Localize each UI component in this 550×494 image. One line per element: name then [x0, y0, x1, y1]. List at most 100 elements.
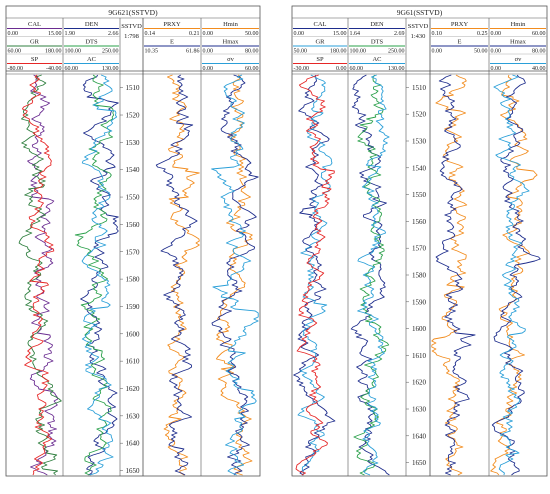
- panel-frame: [291, 5, 548, 477]
- curve-name: SP: [316, 56, 324, 63]
- curve-scale-max: 250.00: [102, 49, 119, 55]
- depth-tick-label: 1560: [126, 221, 141, 229]
- curve-trace-e: [155, 74, 198, 476]
- curve-trace-e: [435, 74, 476, 476]
- well-panel-1: 9G621(SSTVD) SSTVD 1:798 1510 1520 1530 1540 15…: [5, 5, 261, 477]
- track-1: CAL 0.00 15.00 GR 50.00 180.00 SP -30.00 0.00: [292, 21, 348, 476]
- curve-trace-prxy: [431, 74, 468, 476]
- curve-trace-prxy: [163, 74, 200, 476]
- track-4: Hmin 0.00 60.00 Hmax 0.00 80.00 σv 0.00 40.00: [488, 18, 547, 476]
- depth-tick-label: 1520: [126, 112, 141, 120]
- curve-scale-max: 80.00: [245, 49, 259, 55]
- curve-trace-hmax: [211, 74, 259, 476]
- curve-scale-max: 40.00: [532, 66, 546, 72]
- curve-scale-max: 50.00: [474, 49, 488, 55]
- curve-name: AC: [372, 56, 381, 63]
- curve-scale-min: 0.14: [145, 31, 156, 37]
- curve-trace-gr: [18, 74, 62, 476]
- curve-scale-max: 50.00: [245, 31, 259, 37]
- curve-name: E: [170, 39, 174, 46]
- depth-tick-label: 1620: [412, 379, 427, 387]
- curve-scale-min: 0.00: [203, 66, 214, 72]
- depth-tick-label: 1540: [412, 164, 427, 172]
- curve-scale-max: 0.00: [336, 66, 347, 72]
- curve-scale-min: 0.00: [491, 31, 502, 37]
- track-2: DEN 1.64 2.69 DTS 100.00 250.00 AC 60.00 130.00: [347, 18, 406, 476]
- depth-tick-label: 1640: [412, 432, 427, 440]
- curve-scale-max: 15.00: [48, 31, 62, 37]
- depth-tick-label: 1620: [126, 385, 141, 393]
- curve-name: Hmin: [511, 21, 527, 28]
- depth-tick-label: 1590: [126, 303, 141, 311]
- curve-name: GR: [30, 39, 40, 46]
- curve-name: Hmax: [510, 39, 527, 46]
- well-panel-2: 9G61(SSTVD) SSTVD 1:430 1510 1520 1530 1540 155…: [291, 5, 548, 477]
- track-1: CAL 0.00 15.00 GR 60.00 180.00 SP -80.00 -40.00: [6, 21, 63, 476]
- curve-scale-min: 0.00: [491, 49, 502, 55]
- curve-scale-min: 1.64: [350, 31, 361, 37]
- depth-tick-label: 1570: [126, 248, 141, 256]
- curve-scale-max: 130.00: [102, 66, 119, 72]
- track-3: PRXY 0.14 0.21 E 10.35 61.86: [142, 18, 201, 476]
- curve-trace-den: [350, 74, 390, 476]
- depth-tick-label: 1550: [412, 191, 427, 199]
- curve-scale-max: -40.00: [46, 66, 62, 72]
- curve-scale-min: -80.00: [8, 66, 24, 72]
- curve-scale-max: 60.00: [245, 66, 259, 72]
- curve-scale-max: 180.00: [330, 49, 347, 55]
- curve-trace-cal: [293, 74, 336, 476]
- curve-scale-min: 60.00: [65, 66, 79, 72]
- curve-scale-max: 15.00: [333, 31, 347, 37]
- curve-scale-min: 0.00: [8, 31, 19, 37]
- curve-name: PRXY: [163, 21, 181, 28]
- curve-name: Hmax: [223, 39, 240, 46]
- curve-scale-min: 60.00: [350, 66, 364, 72]
- curve-scale-min: 0.00: [203, 49, 214, 55]
- curve-scale-min: 0.00: [491, 66, 502, 72]
- curve-scale-max: 180.00: [45, 49, 62, 55]
- depth-tick-label: 1580: [412, 272, 427, 280]
- depth-tick-label: 1600: [126, 330, 141, 338]
- curve-scale-min: 60.00: [8, 49, 22, 55]
- depth-tick-label: 1610: [412, 352, 427, 360]
- curve-name: DTS: [371, 39, 384, 46]
- curve-name: PRXY: [451, 21, 469, 28]
- curve-scale-max: 250.00: [388, 49, 405, 55]
- depth-tick-label: 1530: [126, 139, 141, 147]
- depth-scale-value: 1:798: [124, 33, 139, 40]
- depth-tick-label: 1630: [126, 412, 141, 420]
- depth-tick-label: 1650: [126, 467, 141, 475]
- curve-trace-gr: [297, 74, 333, 476]
- curve-name: CAL: [314, 21, 327, 28]
- depth-tick-label: 1550: [126, 194, 141, 202]
- curve-scale-max: 80.00: [532, 49, 546, 55]
- curve-scale-min: 50.00: [294, 49, 308, 55]
- curve-name: GR: [315, 39, 325, 46]
- depth-tick-label: 1570: [412, 245, 427, 253]
- depth-tick-label: 1540: [126, 166, 141, 174]
- curve-trace-v: [211, 74, 259, 476]
- depth-tick-label: 1610: [126, 358, 141, 366]
- curve-scale-max: 60.00: [532, 31, 546, 37]
- curve-name: SP: [31, 56, 39, 63]
- curve-scale-min: 0.00: [294, 31, 305, 37]
- depth-tick-label: 1600: [412, 325, 427, 333]
- curve-name: DEN: [370, 21, 384, 28]
- curve-scale-min: 0.10: [432, 31, 443, 37]
- depth-tick-label: 1520: [412, 111, 427, 119]
- curve-name: σv: [227, 56, 235, 63]
- track-3: PRXY 0.10 0.25 E 0.00 50.00: [429, 18, 489, 476]
- panel-title: 9G621(SSTVD): [108, 8, 158, 17]
- curve-trace-cal: [27, 74, 59, 476]
- panel-title: 9G61(SSTVD): [397, 8, 443, 17]
- curve-scale-min: 10.35: [145, 49, 159, 55]
- depth-tick-label: 1650: [412, 459, 427, 467]
- track-4: Hmin 0.00 50.00 Hmax 0.00 80.00 σv 0.00 60.00: [200, 18, 260, 476]
- curve-scale-max: 2.69: [394, 31, 405, 37]
- depth-scale-value: 1:430: [411, 33, 426, 40]
- curve-trace-sp: [295, 74, 335, 476]
- curve-name: Hmin: [223, 21, 239, 28]
- curve-name: DEN: [85, 21, 99, 28]
- depth-tick-label: 1510: [126, 84, 141, 92]
